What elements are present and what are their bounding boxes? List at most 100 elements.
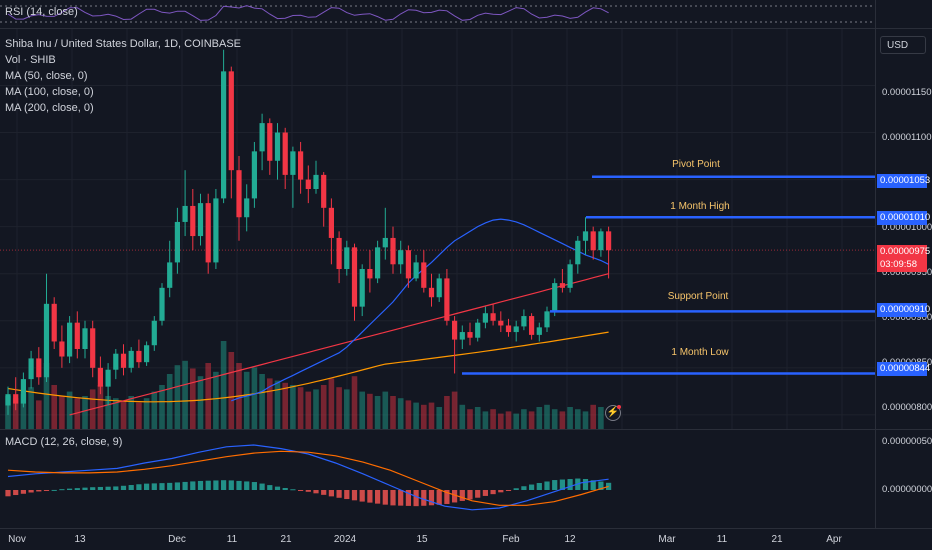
month-high-label: 1 Month High (670, 201, 730, 212)
volume-legend[interactable]: Vol · SHIB (5, 54, 56, 66)
candle-body (367, 269, 373, 279)
candle-body (436, 278, 442, 298)
candle-body (536, 327, 542, 335)
candle (105, 363, 111, 406)
macd-histogram-bar (398, 490, 404, 506)
volume-bar (474, 407, 481, 429)
pivot-point-label: Pivot Point (672, 159, 720, 170)
candle (567, 259, 573, 293)
macd-histogram-bar (5, 490, 11, 497)
macd-pane[interactable]: MACD (12, 26, close, 9) (0, 430, 875, 529)
month-low-label: 1 Month Low (671, 347, 729, 358)
candle-body (136, 350, 142, 363)
candle (113, 349, 119, 380)
ma200-legend[interactable]: MA (200, close, 0) (5, 102, 94, 114)
macd-histogram-bar (90, 487, 96, 490)
candle-body (105, 369, 111, 387)
candle-body (251, 151, 257, 199)
candle-body (375, 247, 381, 279)
last-price-tag: 0.00000975 (877, 245, 930, 259)
volume-bar (359, 391, 365, 429)
macd-histogram-bar (436, 490, 442, 505)
candle (344, 240, 350, 276)
macd-histogram-bar (113, 486, 119, 490)
candle-body (382, 237, 388, 248)
candle-body (113, 353, 119, 370)
volume-bar (151, 391, 158, 429)
candle (452, 316, 458, 374)
candle-body (36, 358, 42, 378)
volume-bar (267, 378, 273, 429)
volume-bar (51, 385, 57, 429)
macd-legend[interactable]: MACD (12, 26, close, 9) (5, 436, 123, 448)
macd-histogram-bar (82, 487, 88, 490)
macd-histogram-bar (567, 479, 573, 490)
rsi-legend[interactable]: RSI (14, close) (5, 6, 78, 18)
volume-bar (444, 396, 450, 429)
candle (598, 228, 604, 257)
macd-histogram-bar (151, 483, 157, 490)
support-price-tag: 0.00000910 (877, 303, 930, 317)
candle-body (421, 262, 427, 288)
macd-histogram-bar (67, 488, 73, 490)
time-axis[interactable]: Nov 13 Dec 11 21 2024 15 Feb 12 Mar 11 2… (0, 529, 875, 550)
macd-histogram-bar (221, 480, 227, 490)
ma50-line (231, 218, 609, 402)
macd-histogram-bar (467, 490, 473, 500)
candle-body (482, 313, 488, 323)
macd-histogram-bar (267, 485, 273, 490)
candle-body (205, 203, 211, 263)
rsi-price-axis[interactable] (875, 0, 932, 29)
candle-body (244, 198, 250, 218)
rsi-line (7, 5, 609, 21)
volume-bar (43, 363, 50, 429)
macd-histogram-bar (274, 486, 281, 490)
macd-histogram-bar (482, 490, 488, 496)
candle-body (606, 231, 612, 251)
time-tick: Dec (168, 534, 186, 545)
macd-histogram-bar (582, 478, 589, 490)
candle-body (43, 303, 50, 378)
candle (367, 250, 373, 293)
candle (43, 273, 50, 382)
macd-histogram-bar (475, 490, 481, 498)
macd-price-axis[interactable]: 0.00000050 0.00000000 (875, 430, 932, 529)
candle (359, 264, 365, 317)
candle (575, 236, 581, 274)
ma50-legend[interactable]: MA (50, close, 0) (5, 70, 88, 82)
currency-button[interactable]: USD (880, 36, 926, 54)
candle-body (74, 322, 80, 349)
candle (128, 347, 134, 373)
candle (67, 316, 73, 364)
candle-body (529, 316, 535, 335)
volume-bar (36, 400, 42, 429)
ma100-line (69, 273, 609, 416)
candle-body (413, 262, 419, 279)
main-chart-pane[interactable]: Shiba Inu / United States Dollar, 1D, CO… (0, 29, 875, 430)
candle-body (328, 207, 334, 238)
volume-bar (197, 376, 204, 429)
candle (259, 113, 265, 171)
macd-histogram-bar (452, 490, 458, 503)
candle-body (559, 283, 565, 288)
candle (5, 386, 11, 415)
macd-histogram-bar (228, 480, 234, 490)
candle-body (444, 278, 450, 321)
candle (328, 198, 334, 265)
rsi-pane[interactable]: RSI (14, close) (0, 0, 875, 29)
volume-bar (136, 402, 142, 429)
candle-body (513, 326, 519, 333)
macd-histogram-bar (529, 484, 535, 490)
candle (144, 341, 150, 366)
symbol-legend[interactable]: Shiba Inu / United States Dollar, 1D, CO… (5, 38, 242, 50)
candle (298, 141, 304, 194)
price-tick: 0.00000900 (882, 312, 932, 323)
candle (482, 306, 488, 329)
ma100-legend[interactable]: MA (100, close, 0) (5, 86, 94, 98)
volume-bar (528, 411, 535, 429)
macd-histogram-bar (174, 482, 180, 490)
macd-histogram-bar (428, 490, 435, 506)
lightning-bolt-icon[interactable]: ⚡ (605, 405, 621, 421)
price-tick: 0.00000800 (882, 402, 932, 413)
macd-histogram-bar (205, 480, 211, 490)
